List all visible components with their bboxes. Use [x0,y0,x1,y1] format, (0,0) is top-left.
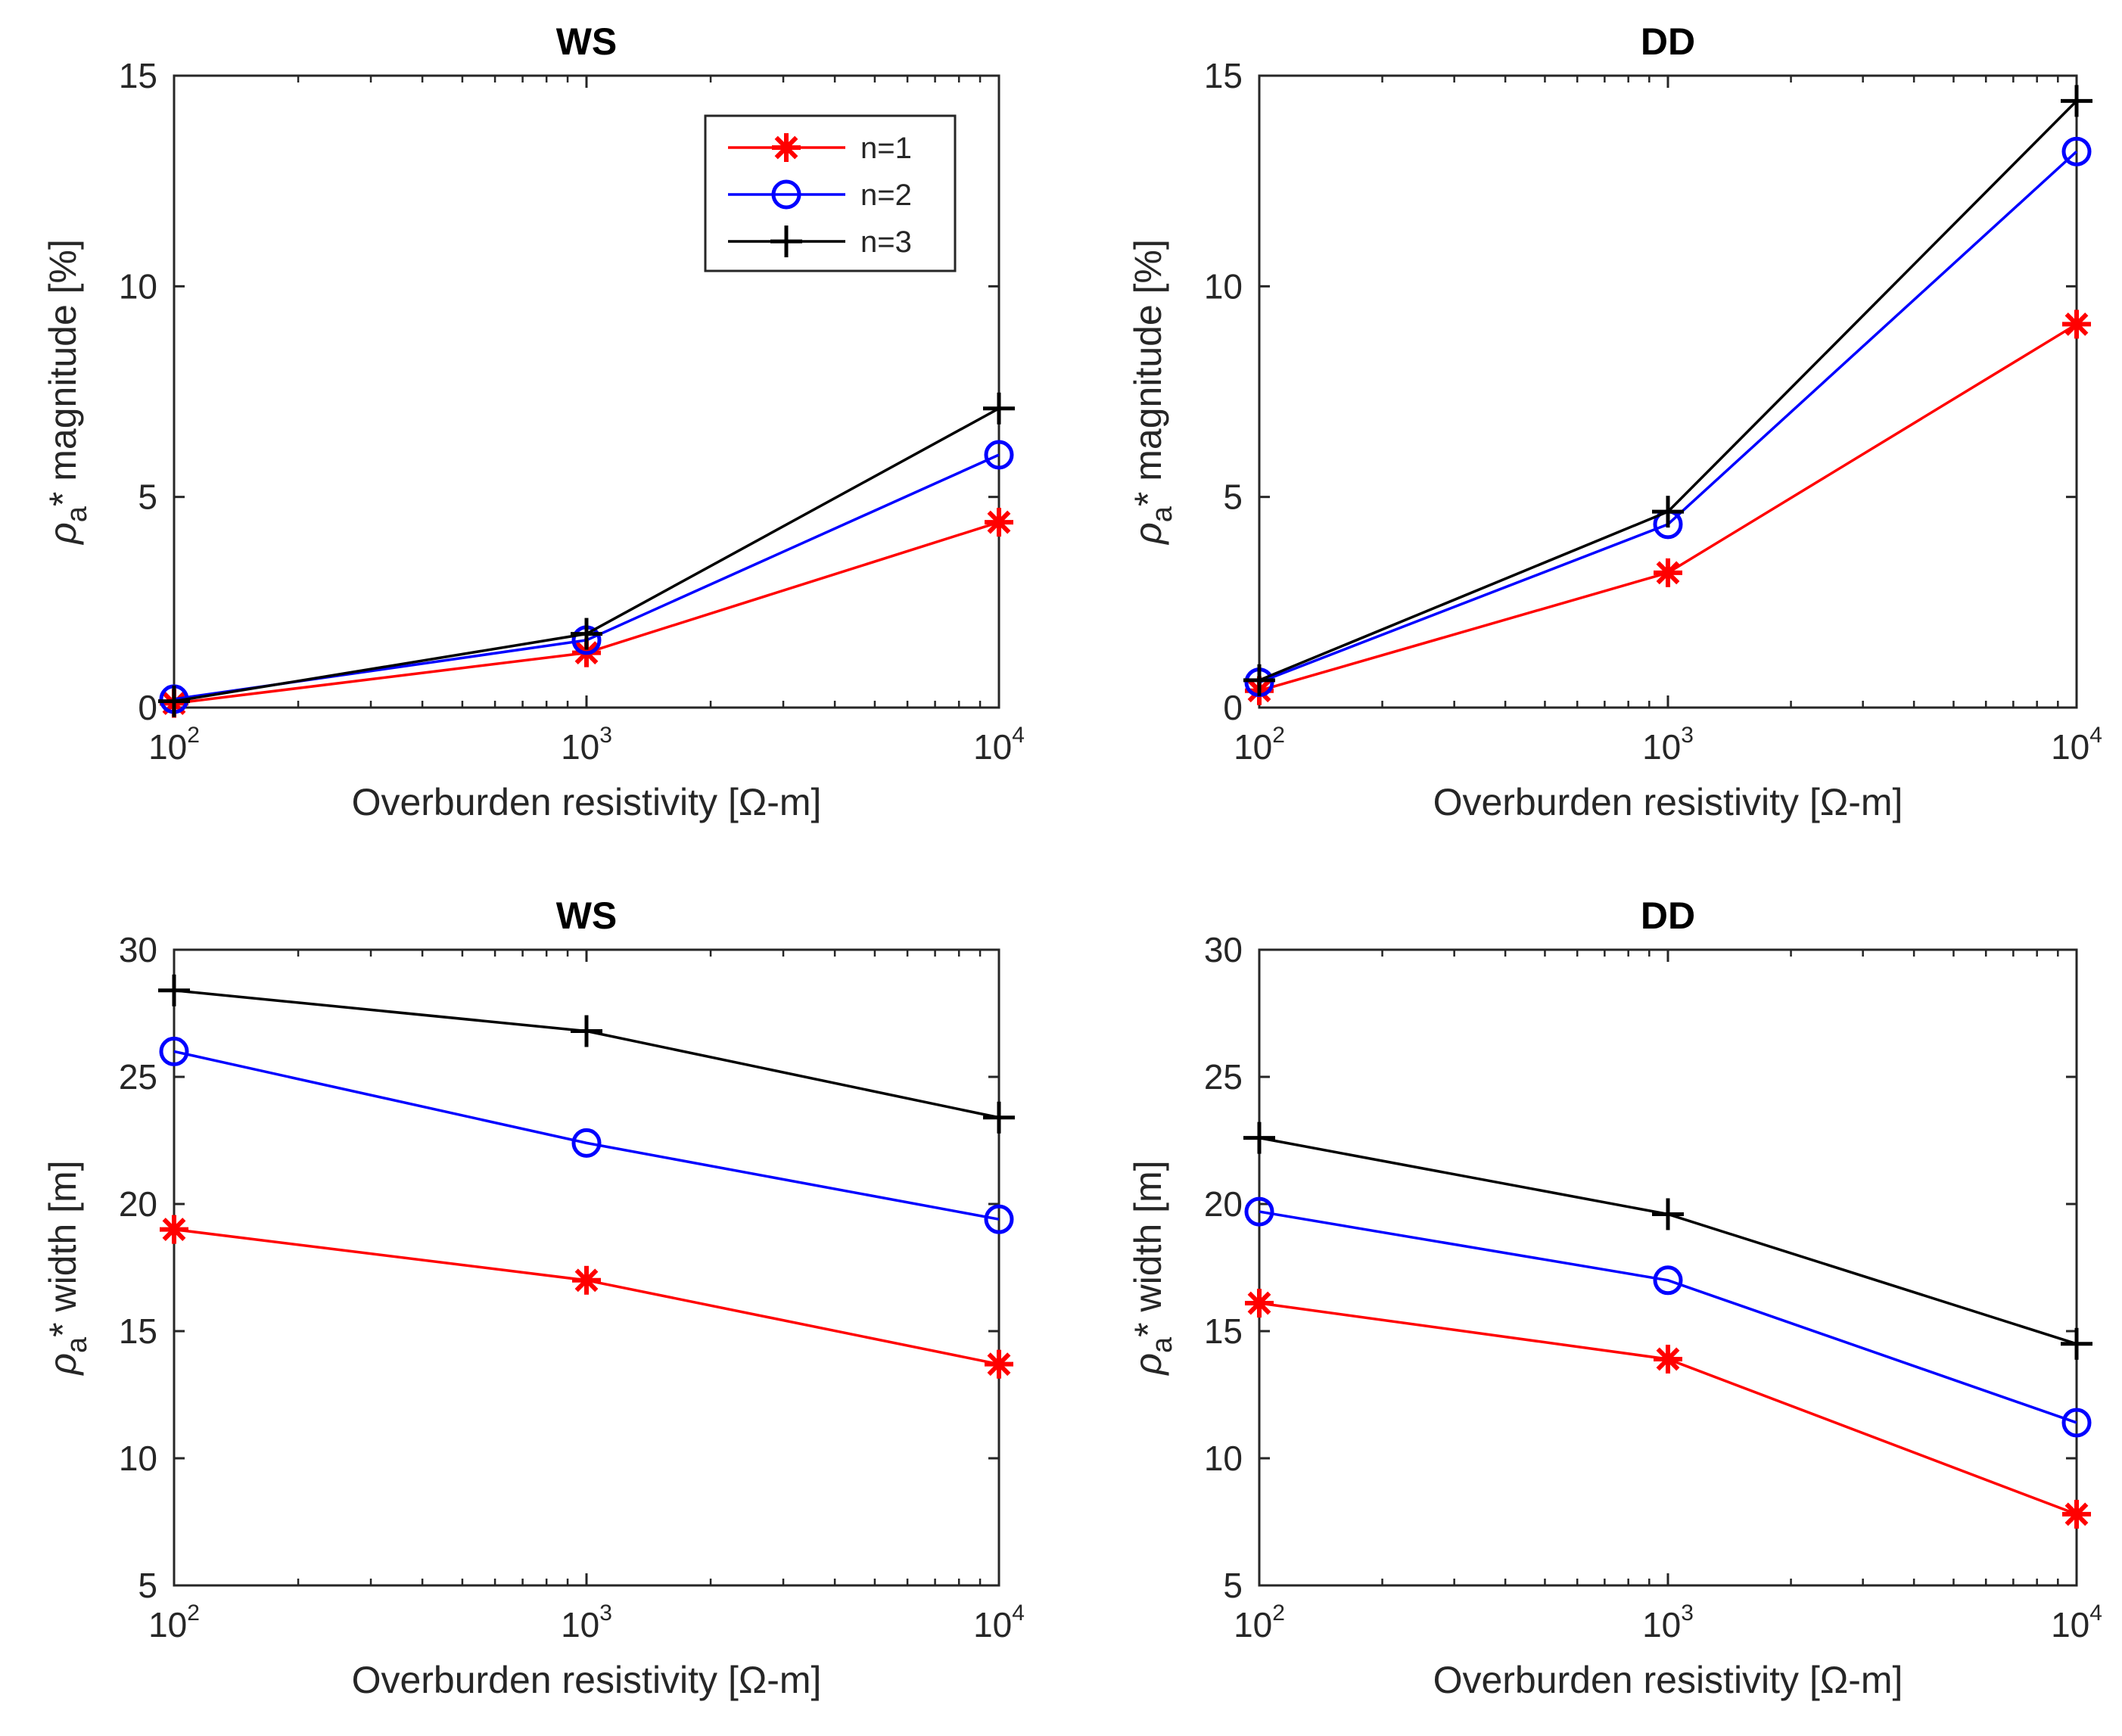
y-tick-label: 20 [119,1184,157,1224]
data-point [158,974,190,1006]
series-n=2 [159,1036,1014,1234]
x-tick-label: 104 [973,723,1025,767]
y-axis-label: ρa* width [m] [42,1160,93,1376]
plot-area [1258,74,2078,709]
data-point [572,1265,601,1295]
data-point [1653,1265,1683,1296]
data-point [160,1215,188,1244]
legend-label: n=3 [860,226,912,259]
data-point [2061,136,2092,166]
data-point [1245,1289,1274,1318]
data-point [984,1204,1014,1234]
data-point [158,685,190,717]
x-tick-label: 102 [148,1601,200,1644]
y-axis-label: ρa* width [m] [1127,1160,1178,1376]
data-point [1243,1122,1275,1154]
data-point [1652,496,1684,528]
data-point [1654,1344,1682,1374]
series-n=3 [158,392,1015,717]
data-point [1652,1198,1684,1230]
y-tick-label: 5 [138,478,157,517]
data-point [2061,1327,2092,1360]
series-n=1 [1245,1289,2091,1529]
x-tick-label: 103 [561,723,612,767]
data-point [2061,85,2092,117]
legend-label: n=2 [860,179,912,212]
y-tick-label: 10 [119,1439,157,1478]
chart-title: DD [1641,20,1695,63]
legend-marker [772,133,801,162]
y-tick-label: 10 [1204,1439,1243,1478]
data-point [985,508,1013,537]
legend-item: n=3 [728,226,912,259]
y-tick-label: 25 [119,1057,157,1097]
data-point [983,1101,1015,1134]
x-tick-label: 102 [148,723,200,767]
legend-marker [771,179,801,210]
legend-item: n=2 [728,179,912,212]
x-tick-label: 103 [561,1601,612,1644]
chart-ws-width: WS 5 10 15 20 25 30 102 103 104 Overburden resisti… [42,894,1025,1701]
data-point [1243,664,1275,696]
x-tick-label: 103 [1642,723,1694,767]
y-tick-label: 10 [1204,266,1243,306]
x-axis-label: Overburden resistivity [Ω-m] [352,781,822,823]
data-point [2061,1408,2092,1438]
series-line [1259,1210,2077,1424]
legend-marker [770,226,802,257]
chart-dd-magnitude: DD 0 5 10 15 102 103 104 Overburden resistivity … [1127,20,2102,823]
x-tick-label: 102 [1234,1601,1285,1644]
data-point [2062,1499,2091,1529]
legend-label: n=1 [860,132,912,165]
chart-title: DD [1641,894,1695,937]
series-line [173,1050,1000,1221]
chart-dd-width: DD 5 10 15 20 25 30 102 103 104 Overburden resisti… [1127,894,2102,1701]
y-tick-label: 15 [1204,1311,1243,1351]
x-tick-label: 104 [2051,723,2102,767]
x-tick-label: 102 [1234,723,1285,767]
y-axis-label: ρa* magnitude [%] [42,239,93,546]
series-n=3 [1243,1122,2092,1360]
series-n=1 [160,1215,1013,1379]
y-tick-label: 0 [1223,688,1243,727]
data-point [984,440,1014,470]
y-tick-label: 15 [1204,56,1243,95]
y-tick-label: 5 [1223,478,1243,517]
series-n=3 [1243,85,2092,696]
x-axis-label: Overburden resistivity [Ω-m] [352,1659,822,1701]
data-point [2062,310,2091,339]
y-tick-label: 5 [1223,1566,1243,1605]
series-n=2 [1244,1196,2092,1438]
y-tick-label: 25 [1204,1057,1243,1097]
y-tick-label: 30 [119,930,157,969]
y-tick-label: 5 [138,1566,157,1605]
chart-title: WS [556,20,618,63]
data-point [571,1128,602,1158]
data-point [159,1036,189,1066]
y-tick-label: 15 [119,56,157,95]
data-point [983,392,1015,425]
y-tick-label: 20 [1204,1184,1243,1224]
y-tick-label: 10 [119,266,157,306]
x-axis-label: Overburden resistivity [Ω-m] [1433,1659,1903,1701]
legend-item: n=1 [728,132,912,165]
x-axis-label: Overburden resistivity [Ω-m] [1433,781,1903,823]
series-n=3 [158,974,1015,1134]
data-point [571,1015,602,1047]
legend: n=1 n=2 n=3 [704,114,957,272]
x-tick-label: 104 [973,1601,1025,1644]
chart-ws-magnitude: WS 0 5 10 15 102 103 104 Overburden resistivity … [42,20,1025,823]
x-tick-label: 104 [2051,1601,2102,1644]
y-tick-label: 30 [1204,930,1243,969]
x-tick-label: 103 [1642,1601,1694,1644]
data-point [985,1349,1013,1379]
chart-title: WS [556,894,618,937]
y-axis-label: ρa* magnitude [%] [1127,239,1178,546]
data-point [1654,558,1682,587]
data-point [571,618,602,650]
y-tick-label: 0 [138,688,157,727]
data-point [1244,1196,1274,1227]
y-tick-label: 15 [119,1311,157,1351]
